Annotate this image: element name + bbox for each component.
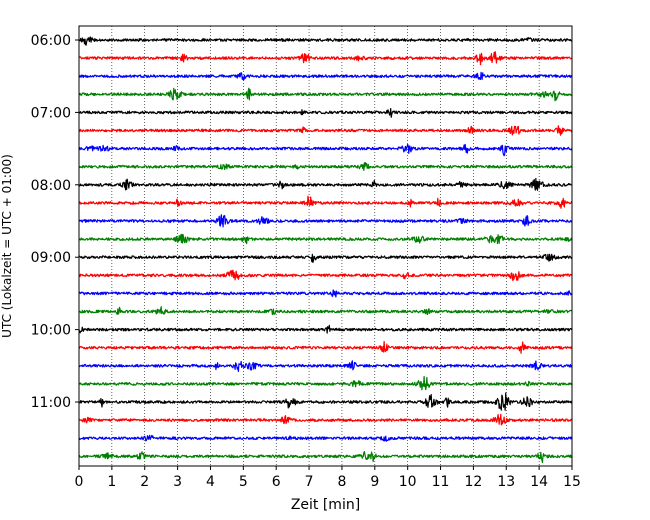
- y-tick-label-5: 11:00: [31, 395, 71, 411]
- y-axis-title: UTC (Lokalzeit = UTC + 01:00): [0, 154, 14, 338]
- trace-1145: [78, 451, 573, 463]
- grid-lines: [111, 26, 540, 466]
- trace-0700: [78, 107, 573, 118]
- trace-0830: [78, 214, 573, 228]
- x-tick-label-0: 0: [75, 474, 84, 490]
- x-tick-label-4: 4: [206, 474, 215, 490]
- trace-0645: [78, 87, 573, 102]
- x-tick-label-1: 1: [107, 474, 116, 490]
- x-tick-label-10: 10: [399, 474, 417, 490]
- x-tick-label-2: 2: [140, 474, 149, 490]
- y-tick-label-4: 10:00: [31, 323, 71, 339]
- x-tick-label-5: 5: [239, 474, 248, 490]
- trace-1030: [78, 360, 573, 372]
- x-tick-label-9: 9: [370, 474, 379, 490]
- trace-1130: [78, 434, 573, 442]
- trace-1100: [78, 392, 573, 411]
- x-tick-label-7: 7: [305, 474, 314, 490]
- trace-0800: [78, 177, 573, 191]
- x-tick-label-15: 15: [563, 474, 581, 490]
- trace-lines: [78, 36, 573, 463]
- x-tick-label-13: 13: [497, 474, 515, 490]
- x-tick-label-11: 11: [432, 474, 450, 490]
- trace-0900: [78, 253, 573, 264]
- trace-0730: [78, 143, 573, 157]
- x-axis-title: Zeit [min]: [291, 497, 360, 513]
- y-tick-label-1: 07:00: [31, 105, 71, 121]
- x-tick-label-12: 12: [464, 474, 482, 490]
- x-axis-ticks: 0 1 2 3 4 5 6 7 8 9 10 11 12 13 14 15: [75, 466, 581, 490]
- trace-0745: [78, 162, 573, 172]
- trace-0845: [78, 233, 573, 245]
- trace-0600: [78, 36, 573, 46]
- x-tick-label-6: 6: [272, 474, 281, 490]
- trace-0945: [78, 306, 573, 316]
- x-tick-label-14: 14: [530, 474, 548, 490]
- x-tick-label-8: 8: [337, 474, 346, 490]
- y-tick-label-3: 09:00: [31, 250, 71, 266]
- trace-1015: [78, 340, 573, 354]
- y-tick-label-0: 06:00: [31, 33, 71, 49]
- trace-0815: [78, 195, 573, 209]
- trace-1045: [78, 375, 573, 391]
- y-tick-label-2: 08:00: [31, 178, 71, 194]
- trace-0930: [78, 289, 573, 298]
- y-axis-ticks: 06:00 07:00 08:00 09:00 10:00 11:00: [31, 33, 79, 411]
- trace-0630: [78, 71, 573, 81]
- trace-0915: [78, 269, 573, 282]
- trace-1000: [78, 324, 573, 334]
- x-tick-label-3: 3: [173, 474, 182, 490]
- trace-0615: [78, 51, 573, 66]
- trace-0715: [78, 125, 573, 136]
- trace-1115: [78, 413, 573, 426]
- plot-frame: [78, 25, 573, 467]
